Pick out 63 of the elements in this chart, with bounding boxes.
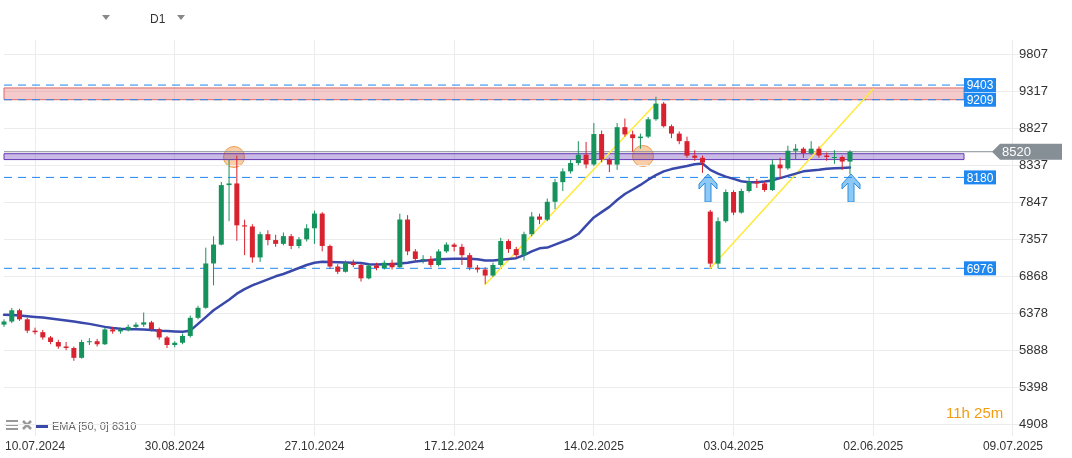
- y-tick-label: 7357: [1019, 231, 1048, 247]
- x-tick-label: 03.04.2025: [703, 439, 764, 454]
- ref-line-label: 8180: [966, 170, 994, 185]
- ref-line-label: 6976: [966, 261, 994, 276]
- ref-line-label: 9209: [966, 93, 994, 108]
- candlestick: [630, 130, 636, 153]
- candlestick: [420, 254, 426, 264]
- ref-line-label: 8520: [1002, 144, 1031, 160]
- x-tick-label: 09.07.2025: [982, 439, 1044, 454]
- candlestick: [521, 231, 527, 261]
- candlestick: [187, 315, 193, 338]
- candlestick: [831, 149, 837, 165]
- y-tick-label: 5888: [1019, 342, 1048, 358]
- candlestick: [257, 231, 263, 263]
- candlestick: [661, 101, 667, 129]
- candlestick: [459, 243, 465, 266]
- y-tick-label: 5398: [1019, 379, 1048, 395]
- candlestick: [738, 188, 744, 215]
- x-tick-label: 30.08.2024: [144, 439, 206, 454]
- candlestick: [529, 211, 535, 237]
- y-tick-label: 9807: [1019, 46, 1048, 62]
- candlestick: [847, 149, 853, 175]
- y-tick-label: 7847: [1019, 194, 1048, 210]
- candlestick: [731, 189, 737, 216]
- candlestick: [746, 176, 752, 193]
- candlestick: [575, 140, 581, 166]
- y-tick-label: 6378: [1019, 305, 1048, 321]
- candlestick: [451, 242, 457, 252]
- y-tick-label: 9317: [1019, 83, 1048, 99]
- x-tick-label: 27.10.2024: [284, 439, 345, 454]
- candlestick: [94, 338, 100, 348]
- candlestick: [226, 158, 232, 222]
- candlestick: [622, 118, 628, 138]
- candlestick: [544, 198, 550, 222]
- x-tick-label: 17.12.2024: [424, 439, 485, 454]
- y-tick-label: 8827: [1019, 120, 1048, 136]
- x-tick-label: 02.06.2025: [843, 439, 904, 454]
- text: D1: [150, 12, 166, 26]
- candlestick: [560, 167, 566, 192]
- x-tick-label: 14.02.2025: [563, 439, 625, 454]
- y-tick-label: 4908: [1019, 416, 1048, 431]
- candlestick: [358, 262, 364, 283]
- ref-line-label: 9403: [966, 78, 994, 93]
- candlestick: [79, 339, 85, 360]
- candlestick: [133, 321, 139, 329]
- y-tick-label: 6868: [1019, 268, 1048, 284]
- candlestick: [552, 178, 558, 210]
- x-tick-label: 10.07.2024: [5, 439, 66, 454]
- candlestick: [327, 244, 333, 270]
- candlestick: [211, 235, 217, 286]
- y-tick-label: 8337: [1019, 157, 1048, 173]
- candlestick: [785, 145, 791, 171]
- candlestick: [583, 141, 589, 169]
- candlestick: [684, 136, 690, 159]
- annotation: 11h 25m: [946, 404, 1004, 421]
- candlestick: [428, 255, 434, 268]
- candlestick: [311, 210, 317, 245]
- candlestick: [498, 237, 504, 267]
- candlestick: [265, 229, 271, 246]
- candlestick: [1, 318, 7, 328]
- candlestick: [645, 116, 651, 139]
- candlestick: [816, 145, 822, 159]
- candlestick: [653, 96, 659, 122]
